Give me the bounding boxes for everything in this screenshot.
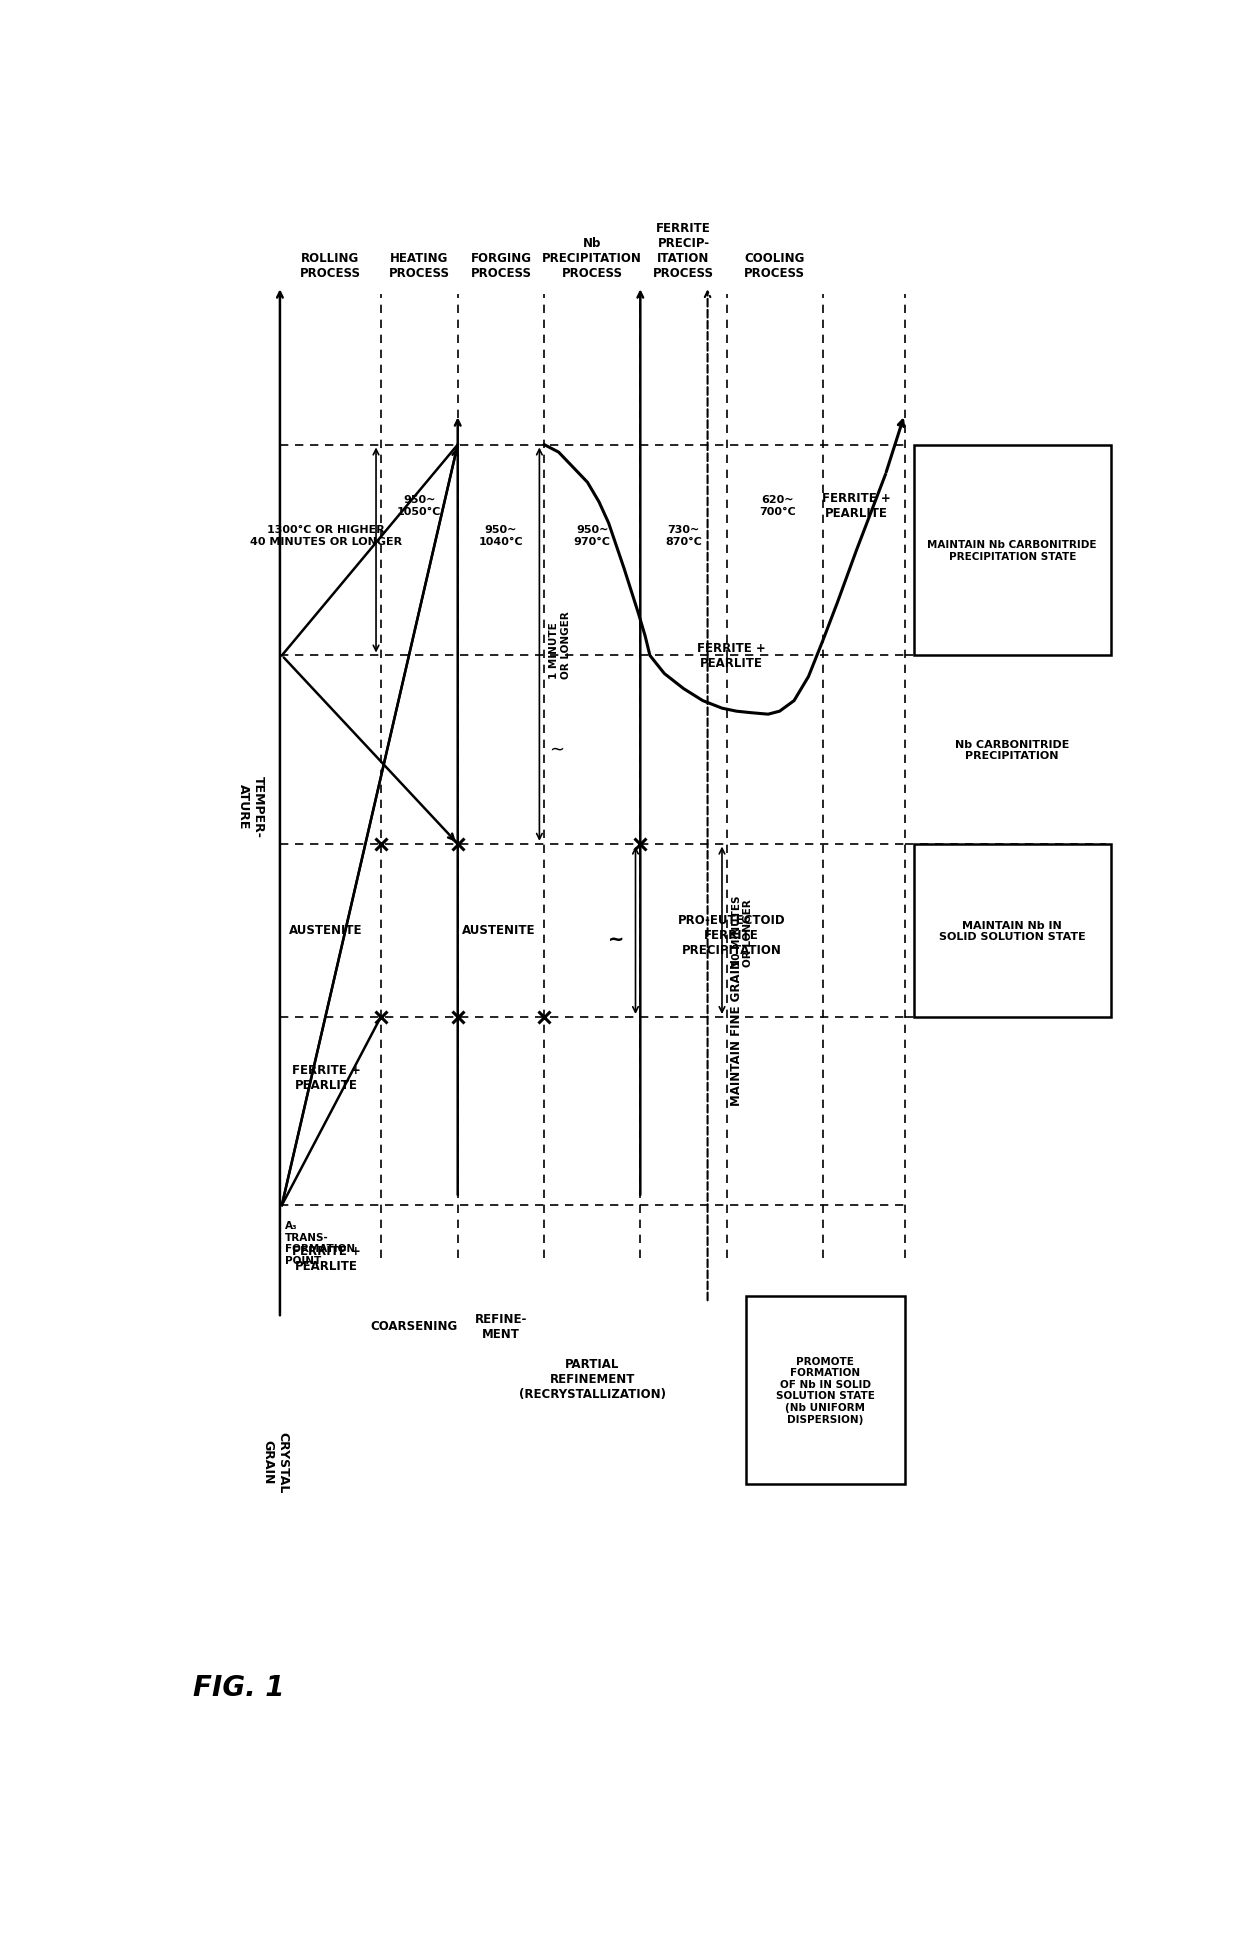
Text: 950~
1040°C: 950~ 1040°C (479, 524, 523, 547)
Text: MAINTAIN Nb CARBONITRIDE
PRECIPITATION STATE: MAINTAIN Nb CARBONITRIDE PRECIPITATION S… (928, 540, 1097, 561)
Text: 1300°C OR HIGHER
40 MINUTES OR LONGER: 1300°C OR HIGHER 40 MINUTES OR LONGER (250, 524, 402, 547)
Text: FORGING
PROCESS: FORGING PROCESS (470, 252, 532, 280)
Text: 10 MINUTES
OR LONGER: 10 MINUTES OR LONGER (732, 895, 753, 966)
Text: A₃
TRANS-
FORMATION
POINT: A₃ TRANS- FORMATION POINT (285, 1220, 355, 1265)
FancyBboxPatch shape (914, 446, 1111, 657)
Text: FERRITE +
PEARLITE: FERRITE + PEARLITE (822, 491, 890, 520)
Text: AUSTENITE: AUSTENITE (289, 923, 363, 936)
Text: 1 MINUTE
OR LONGER: 1 MINUTE OR LONGER (549, 612, 570, 678)
Text: PARTIAL
REFINEMENT
(RECRYSTALLIZATION): PARTIAL REFINEMENT (RECRYSTALLIZATION) (518, 1357, 666, 1400)
Text: REFINE-
MENT: REFINE- MENT (475, 1312, 527, 1339)
Text: TEMPER-
ATURE: TEMPER- ATURE (237, 776, 265, 837)
Text: FERRITE +
PEARLITE: FERRITE + PEARLITE (697, 641, 766, 671)
Text: FERRITE +
PEARLITE: FERRITE + PEARLITE (291, 1064, 361, 1091)
Text: 950~
970°C: 950~ 970°C (574, 524, 611, 547)
FancyBboxPatch shape (914, 845, 1111, 1017)
Text: COOLING
PROCESS: COOLING PROCESS (744, 252, 805, 280)
Text: AUSTENITE: AUSTENITE (463, 923, 536, 936)
Text: 950~
1050°C: 950~ 1050°C (397, 495, 441, 516)
Text: MAINTAIN Nb IN
SOLID SOLUTION STATE: MAINTAIN Nb IN SOLID SOLUTION STATE (939, 921, 1085, 942)
FancyBboxPatch shape (746, 1296, 905, 1484)
Text: CRYSTAL
GRAIN: CRYSTAL GRAIN (262, 1431, 289, 1492)
Text: FIG. 1: FIG. 1 (193, 1673, 285, 1701)
Text: 730~
870°C: 730~ 870°C (665, 524, 702, 547)
Text: ROLLING
PROCESS: ROLLING PROCESS (300, 252, 361, 280)
Text: Nb CARBONITRIDE
PRECIPITATION: Nb CARBONITRIDE PRECIPITATION (955, 739, 1069, 760)
Text: ∼: ∼ (549, 741, 564, 759)
Text: ~: ~ (608, 929, 625, 948)
Text: PRO-EUTECTOID
FERRITE
PRECIPITATION: PRO-EUTECTOID FERRITE PRECIPITATION (678, 913, 785, 956)
Text: 620~
700°C: 620~ 700°C (759, 495, 796, 516)
Text: PROMOTE
FORMATION
OF Nb IN SOLID
SOLUTION STATE
(Nb UNIFORM
DISPERSION): PROMOTE FORMATION OF Nb IN SOLID SOLUTIO… (776, 1357, 874, 1423)
Text: FERRITE +
PEARLITE: FERRITE + PEARLITE (291, 1243, 361, 1273)
Text: COARSENING: COARSENING (371, 1320, 458, 1333)
Text: FERRITE
PRECIP-
ITATION
PROCESS: FERRITE PRECIP- ITATION PROCESS (653, 221, 714, 280)
Text: HEATING
PROCESS: HEATING PROCESS (389, 252, 450, 280)
Text: MAINTAIN FINE GRAIN: MAINTAIN FINE GRAIN (730, 960, 743, 1107)
Text: Nb
PRECIPITATION
PROCESS: Nb PRECIPITATION PROCESS (542, 237, 642, 280)
